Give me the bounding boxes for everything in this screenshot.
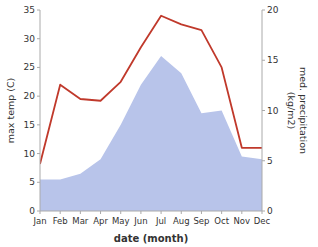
y2-tick bbox=[262, 10, 265, 11]
x-tick bbox=[262, 211, 263, 214]
y-tick-label: 30 bbox=[24, 34, 36, 44]
x-tick-label: Aug bbox=[173, 216, 190, 226]
y2-tick-label: 0 bbox=[267, 206, 273, 216]
x-axis-label: date (month) bbox=[114, 233, 188, 244]
x-tick-label: Jun bbox=[133, 216, 147, 226]
y-tick-label: 35 bbox=[24, 5, 35, 15]
y-tick-label: 0 bbox=[29, 206, 35, 216]
y2-tick-label: 15 bbox=[267, 55, 278, 65]
y2-tick-label: 10 bbox=[267, 106, 279, 116]
y-tick bbox=[37, 67, 40, 68]
y-tick-label: 20 bbox=[24, 91, 36, 101]
y-tick bbox=[37, 10, 40, 11]
y2-tick bbox=[262, 160, 265, 161]
x-tick-label: Feb bbox=[53, 216, 68, 226]
x-tick-label: Jan bbox=[32, 216, 46, 226]
y2-tick bbox=[262, 110, 265, 111]
y-axis-label: max temp (C) bbox=[5, 78, 16, 144]
y2-tick bbox=[262, 60, 265, 61]
x-tick bbox=[221, 211, 222, 214]
plot-area bbox=[40, 16, 262, 211]
x-tick bbox=[181, 211, 182, 214]
x-tick bbox=[40, 211, 41, 214]
x-tick-label: Sep bbox=[193, 216, 209, 226]
y-axis-line bbox=[40, 10, 41, 211]
x-tick-label: Nov bbox=[234, 216, 251, 226]
y-tick bbox=[37, 153, 40, 154]
y-tick-label: 25 bbox=[24, 62, 35, 72]
x-tick bbox=[201, 211, 202, 214]
y-tick bbox=[37, 38, 40, 39]
x-tick-label: Oct bbox=[214, 216, 229, 226]
y-tick bbox=[37, 96, 40, 97]
y-tick-label: 15 bbox=[24, 120, 35, 130]
x-tick bbox=[80, 211, 81, 214]
y-tick bbox=[37, 124, 40, 125]
y-tick bbox=[37, 182, 40, 183]
x-tick-label: Apr bbox=[93, 216, 108, 226]
x-tick-label: May bbox=[112, 216, 130, 226]
y2-tick-label: 20 bbox=[267, 5, 279, 15]
x-tick bbox=[60, 211, 61, 214]
chart: 0 5 10 15 20 25 30 35 0 5 10 15 20 Jan Feb Mar Apr MayJun… bbox=[0, 0, 318, 247]
x-tick bbox=[140, 211, 141, 214]
x-axis-line bbox=[40, 211, 262, 212]
x-tick bbox=[120, 211, 121, 214]
x-tick bbox=[241, 211, 242, 214]
x-tick bbox=[161, 211, 162, 214]
y-tick-label: 5 bbox=[29, 177, 35, 187]
y-tick-label: 10 bbox=[24, 149, 36, 159]
y2-axis-label: med. precipitation(kg/m2) bbox=[286, 67, 309, 154]
x-tick bbox=[100, 211, 101, 214]
x-tick-label: Jul bbox=[155, 216, 166, 226]
line bbox=[40, 16, 262, 164]
x-tick-label: Dec bbox=[254, 216, 271, 226]
area bbox=[40, 56, 262, 211]
x-tick-label: Mar bbox=[72, 216, 89, 226]
y2-tick-label: 5 bbox=[267, 156, 273, 166]
